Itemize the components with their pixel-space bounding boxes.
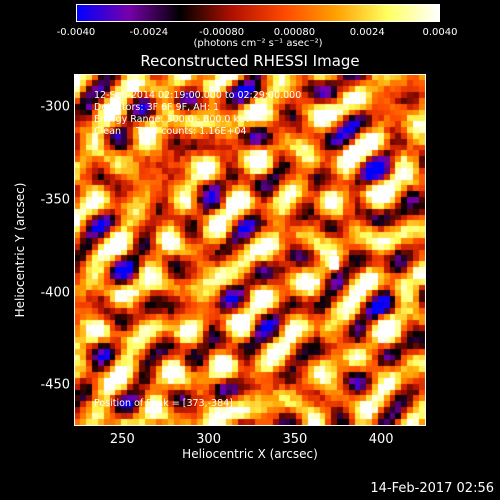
y-tick-label: -300 bbox=[40, 99, 70, 115]
annotation-detectors: Detectors: 3F 6F 9F, AH: 1 bbox=[94, 102, 220, 113]
y-axis-label: Heliocentric Y (arcsec) bbox=[13, 182, 27, 318]
colorbar-tick-label: 0.0024 bbox=[349, 27, 385, 38]
footer-timestamp: 14-Feb-2017 02:56 bbox=[370, 481, 494, 496]
x-tick-label: 400 bbox=[368, 432, 394, 447]
colorbar-tick-label: 0.00080 bbox=[273, 27, 316, 38]
x-axis-label: Heliocentric X (arcsec) bbox=[182, 447, 318, 461]
chart-title: Reconstructed RHESSI Image bbox=[140, 52, 360, 70]
x-tick-label: 350 bbox=[282, 432, 308, 447]
x-tick-label: 250 bbox=[109, 432, 135, 447]
annotation-energy: Energy Range: 300.0 - 800.0 keV bbox=[94, 114, 251, 125]
y-tick-label: -350 bbox=[40, 192, 70, 208]
colorbar-tick-label: -0.0024 bbox=[129, 27, 169, 38]
colorbar-units: (photons cm⁻² s⁻¹ asec⁻²) bbox=[193, 38, 323, 49]
colorbar bbox=[76, 4, 440, 22]
plot-area bbox=[74, 74, 426, 426]
colorbar-tick-label: -0.00080 bbox=[199, 27, 245, 38]
annotation-method: Clean Total counts: 1.16E+04 bbox=[94, 126, 247, 137]
x-tick-label: 300 bbox=[196, 432, 221, 447]
y-tick-label: -450 bbox=[40, 377, 70, 393]
annotation-time: 12-Sep-2014 02:19:00.000 to 02:29:00.000 bbox=[94, 90, 302, 101]
y-tick-label: -400 bbox=[40, 285, 70, 301]
heatmap-image bbox=[75, 75, 425, 425]
colorbar-tick-label: 0.0040 bbox=[422, 27, 458, 38]
colorbar-tick-label: -0.0040 bbox=[56, 27, 96, 38]
annotation-peak: Position of Peak = [373,-384] bbox=[94, 398, 233, 409]
